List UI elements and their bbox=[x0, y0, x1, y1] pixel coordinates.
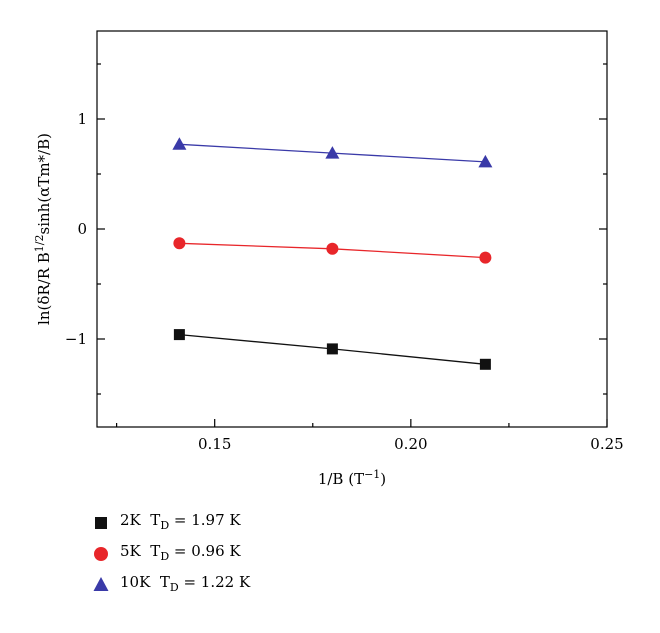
legend-item-5k: 5K TD = 0.96 K bbox=[88, 539, 250, 566]
legend-label-5k: 5K TD = 0.96 K bbox=[120, 542, 241, 563]
x-tick-label: 0.20 bbox=[394, 435, 427, 453]
circle-marker-icon bbox=[94, 546, 108, 561]
data-point-10K bbox=[172, 137, 187, 150]
data-point-2K bbox=[479, 358, 491, 370]
data-point-2K bbox=[173, 329, 185, 341]
y-tick-label: 0 bbox=[77, 220, 87, 238]
x-tick-label: 0.25 bbox=[590, 435, 623, 453]
plot-frame bbox=[96, 30, 608, 428]
data-point-10K bbox=[325, 146, 340, 159]
data-points bbox=[172, 137, 493, 370]
square-marker-icon bbox=[95, 516, 107, 529]
x-tick-label: 0.15 bbox=[198, 435, 231, 453]
data-point-2K bbox=[326, 343, 338, 355]
axis-ticks bbox=[97, 63, 608, 427]
legend-label-10k: 10K TD = 1.22 K bbox=[120, 573, 251, 594]
tick-labels: 0.15 0.20 0.25 1 0 −1 bbox=[65, 110, 624, 453]
data-point-10K bbox=[478, 154, 493, 168]
data-point-5K bbox=[479, 251, 492, 264]
legend-item-10k: 10K TD = 1.22 K bbox=[88, 570, 250, 597]
y-tick-label: 1 bbox=[77, 110, 87, 128]
legend: 2K TD = 1.97 K 5K TD = 0.96 K 10K TD = 1… bbox=[88, 508, 250, 601]
y-tick-label: −1 bbox=[65, 330, 87, 348]
y-axis-label: ln(δR/R B1/2sinh(αTm*/B) bbox=[33, 133, 53, 325]
data-point-5K bbox=[173, 237, 186, 250]
data-point-5K bbox=[326, 242, 339, 255]
x-axis-label: 1/B (T−1) bbox=[318, 468, 386, 488]
legend-item-2k: 2K TD = 1.97 K bbox=[88, 508, 250, 535]
legend-label-2k: 2K TD = 1.97 K bbox=[120, 511, 241, 532]
triangle-marker-icon bbox=[93, 576, 109, 591]
